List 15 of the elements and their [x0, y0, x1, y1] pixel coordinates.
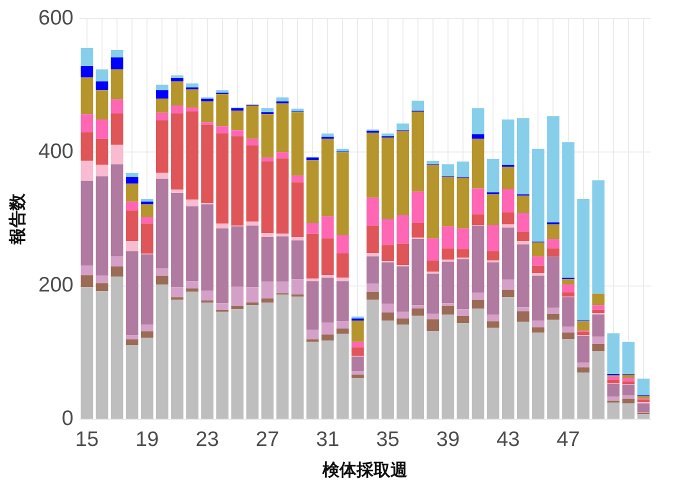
y-axis-title: 報告数	[8, 192, 27, 246]
x-tick-label: 47	[556, 428, 580, 451]
y-tick-label: 600	[38, 6, 74, 30]
x-tick-label: 35	[376, 428, 400, 451]
x-tick-label: 39	[436, 428, 460, 451]
x-tick-label: 23	[196, 428, 219, 451]
x-tick-label: 19	[135, 428, 159, 451]
y-tick-label: 0	[62, 407, 74, 430]
x-tick-label: 15	[75, 428, 99, 451]
x-axis-title: 検体採取週	[322, 460, 408, 480]
x-tick-label: 43	[496, 428, 520, 451]
y-tick-label: 400	[38, 140, 74, 163]
x-tick-label: 31	[316, 428, 340, 451]
y-tick-label: 200	[38, 274, 74, 297]
x-tick-label: 27	[256, 428, 280, 451]
